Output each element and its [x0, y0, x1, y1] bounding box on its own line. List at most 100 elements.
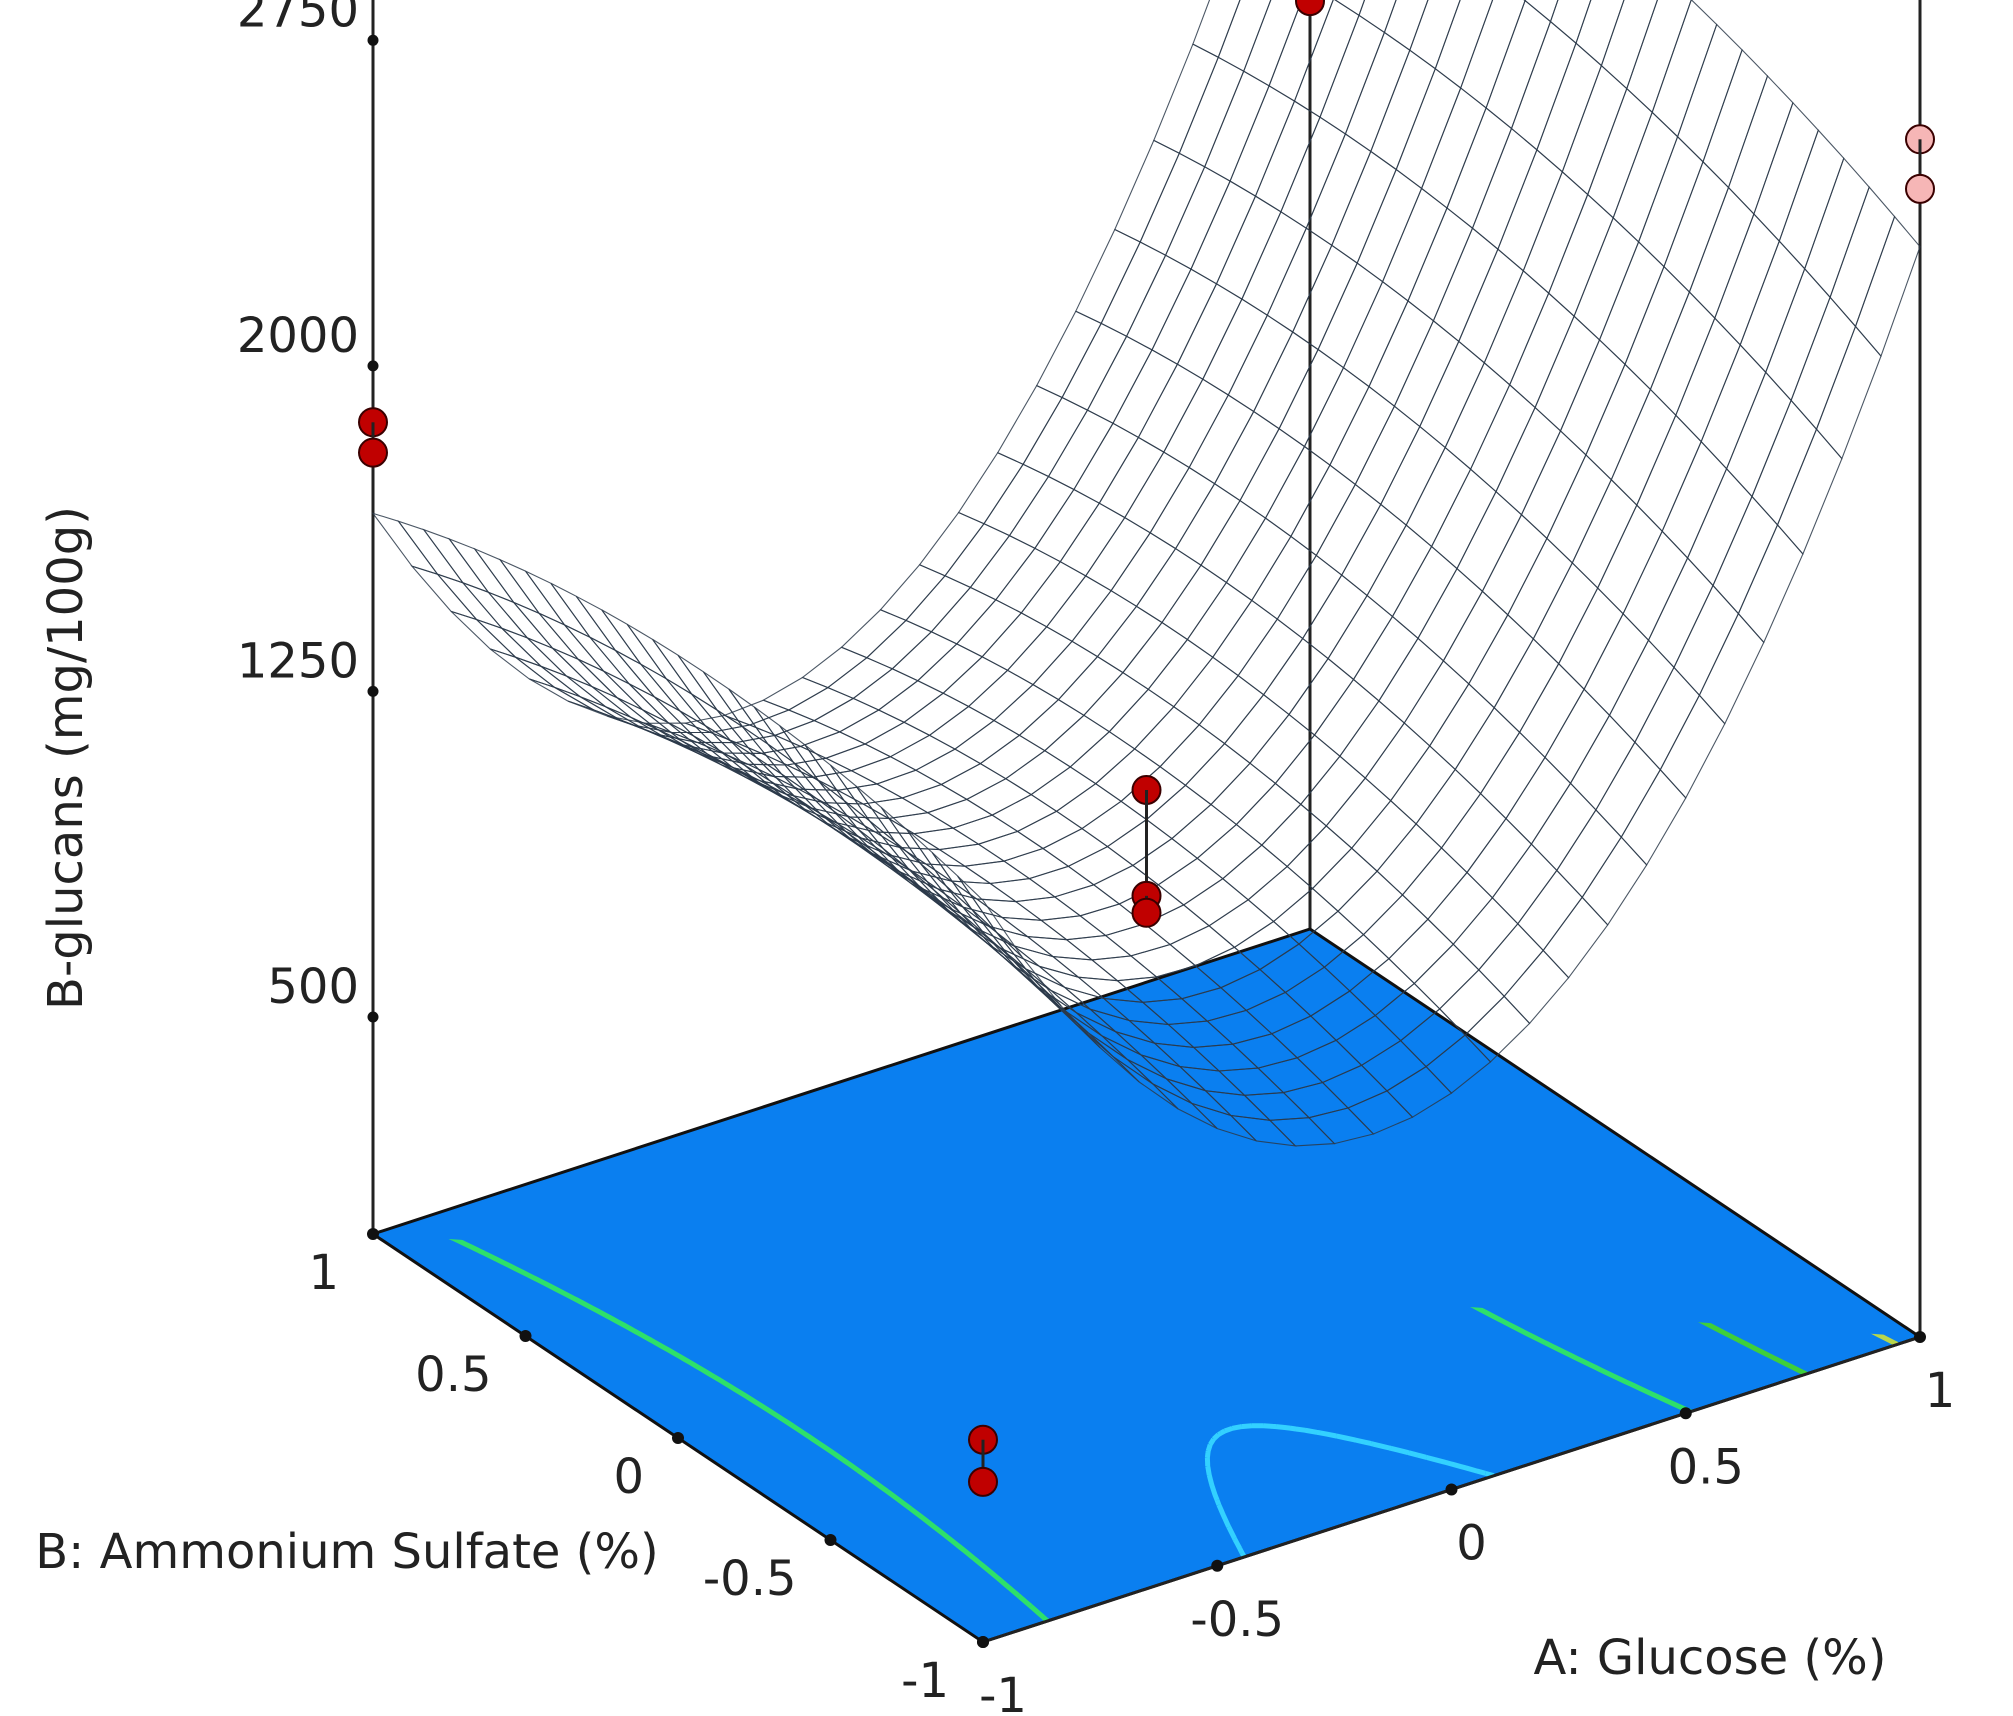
surface-cell [1530, 782, 1597, 872]
z-axis-title: B-glucans (mg/100g) [38, 506, 94, 1010]
surface-cell [1380, 425, 1446, 526]
x-tick-label: 0.5 [1668, 1439, 1744, 1495]
surface-cell [1290, 464, 1357, 557]
z-tick-label: 2000 [237, 308, 359, 364]
surface-cell [1106, 818, 1173, 867]
surface-cell [1249, 713, 1316, 785]
surface-cell [1575, 0, 1625, 67]
design-points [358, 0, 1935, 1497]
surface-cell [476, 618, 542, 667]
surface-cell [1409, 0, 1461, 70]
surface-cell [1440, 792, 1507, 874]
surface-cell [1131, 837, 1199, 886]
surface-cell [863, 721, 931, 758]
response-surface [371, 0, 1921, 1147]
surface-cell [957, 875, 1023, 958]
surface-cell [991, 793, 1058, 833]
surface-cell [1182, 878, 1250, 927]
surface-cell [1503, 949, 1570, 1025]
surface-cell [1388, 918, 1455, 985]
surface-cell [1334, 0, 1366, 17]
surface-cell [1196, 823, 1263, 880]
surface-cell [1569, 714, 1636, 811]
surface-cell [728, 688, 794, 763]
surface-cell [603, 670, 669, 723]
surface-cell [1108, 688, 1175, 750]
surface-cell [1243, 0, 1303, 87]
surface-cell [898, 846, 967, 867]
surface-cell [1585, 363, 1652, 481]
surface-cell [1340, 503, 1407, 597]
surface-cell [1700, 343, 1767, 470]
surface-cell [861, 797, 930, 820]
surface-cell [977, 830, 1045, 862]
surface-cell [628, 683, 694, 737]
y-tick-label: -1 [901, 1653, 949, 1709]
surface-cell [1479, 731, 1546, 820]
surface-cell [1636, 414, 1702, 533]
surface-cell [1135, 547, 1202, 624]
surface-cell [1649, 291, 1716, 417]
surface-cell [852, 668, 919, 711]
surface-cell [1147, 638, 1214, 708]
surface-cell [473, 547, 541, 615]
y-tick-label: 1 [308, 1245, 339, 1301]
surface-cell [1790, 296, 1857, 431]
surface-cell [855, 785, 921, 864]
surface-cell [940, 762, 1007, 801]
surface-cell [1403, 659, 1470, 747]
surface-cell [1358, 0, 1397, 34]
surface-cell [1626, 0, 1692, 114]
surface-cell [396, 520, 465, 584]
x-tick-label: 1 [1925, 1363, 1956, 1419]
surface-cell [1247, 865, 1314, 923]
surface-cell [1104, 923, 1172, 957]
surface-cell [900, 783, 969, 814]
surface-cell [1055, 783, 1123, 830]
contour-floor [369, 927, 1924, 1644]
surface-cell [1030, 766, 1097, 812]
surface-cell [1460, 0, 1526, 109]
surface-cell [1620, 768, 1687, 866]
surface-cell [1053, 884, 1121, 917]
y-tick-label: 0.5 [415, 1347, 491, 1403]
surface-cell [1675, 317, 1741, 443]
surface-cell [1725, 371, 1792, 498]
surface-cell [1600, 0, 1658, 90]
surface-cell [1221, 844, 1289, 901]
y-tick [367, 1228, 379, 1240]
surface-cell [1456, 490, 1523, 593]
surface-cell [810, 770, 879, 791]
surface-cell [1549, 0, 1592, 45]
surface-cell [824, 743, 892, 772]
design-point [1295, 0, 1325, 17]
surface-cell [1081, 800, 1148, 848]
surface-cell [550, 582, 616, 651]
y-tick-label: 0 [613, 1449, 644, 1505]
surface-cell [993, 683, 1060, 736]
surface-cell [1739, 240, 1806, 374]
surface-cell [1173, 656, 1239, 726]
surface-cell [1854, 215, 1921, 358]
surface-cell [1478, 922, 1544, 998]
z-tick-label: 2750 [237, 0, 359, 38]
surface-cell [1217, 0, 1272, 72]
y-tick [824, 1534, 837, 1546]
surface-cell [1159, 724, 1226, 787]
x-tick-label: -0.5 [1190, 1592, 1284, 1648]
contour-line [413, 1234, 1692, 1623]
y-tick [519, 1330, 532, 1342]
surface-cell [1430, 468, 1497, 570]
surface-cell [1415, 768, 1482, 849]
surface-cell [799, 731, 867, 759]
surface-cell [447, 537, 516, 604]
surface-cell [1518, 662, 1585, 759]
surface-cell [1067, 845, 1134, 886]
surface-cell [1337, 870, 1404, 936]
surface-cell [1000, 916, 1069, 941]
surface-cell [806, 791, 872, 851]
surface-cell [515, 656, 581, 698]
surface-cell [498, 558, 567, 627]
surface-cell [1004, 750, 1072, 796]
